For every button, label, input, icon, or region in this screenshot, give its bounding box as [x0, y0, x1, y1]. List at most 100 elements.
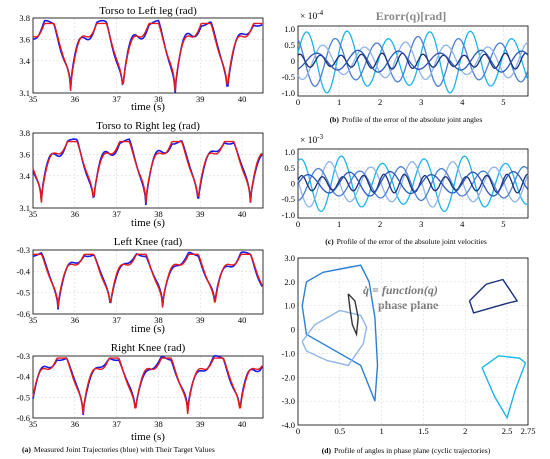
error-series-line [297, 173, 528, 194]
y-tick-label: 3.1 [19, 88, 30, 98]
series-line-target [32, 357, 263, 414]
panel-1-axes: 35 36 37 38 39 40 3.8 3.6 3.4 3.1 [19, 128, 264, 219]
x-tick-label: 2 [463, 426, 467, 436]
error-series-line [297, 30, 529, 94]
x-tick-label: 0.5 [335, 426, 346, 436]
panel-a4-title: Right Knee (rad) [111, 342, 186, 354]
x-tick-label: 35 [29, 209, 38, 219]
series-line-target [32, 22, 263, 91]
x-tick-label: 2 [378, 219, 382, 229]
plot-frame [32, 249, 264, 315]
panel-5-axes: 0 1 2 3 4 5 1.0 0.5 0 -0.5 -1.0 [282, 147, 529, 229]
x-tick-label: 37 [112, 94, 121, 104]
y-tick-label: 3.6 [19, 149, 30, 159]
error-series-line [297, 52, 529, 70]
x-tick-label: 39 [196, 209, 205, 219]
x-tick-label: 2.5 [502, 426, 513, 436]
x-tick-label: 1 [337, 97, 341, 107]
y-tick-label: -4.0 [282, 420, 295, 430]
x-tick-label: 4 [460, 219, 465, 229]
x-tick-label: 3 [419, 219, 423, 229]
x-tick-label: 40 [238, 419, 247, 429]
y-tick-label: -0.6 [17, 309, 30, 319]
series-line-measured [32, 251, 263, 310]
y-tick-label: 3.8 [19, 128, 30, 138]
y-tick-label: 3.4 [19, 56, 30, 66]
x-tick-label: 4 [460, 97, 465, 107]
y-tick-label: 3.8 [19, 13, 30, 23]
x-tick-label: 1.5 [418, 426, 429, 436]
y-tick-label: 1.0 [284, 24, 295, 34]
x-tick-label: 37 [112, 209, 121, 219]
error-series-line [297, 166, 529, 202]
x-tick-label: 39 [196, 419, 205, 429]
error-series-line [297, 170, 529, 197]
y-tick-label: -1.0 [282, 210, 295, 220]
y-tick-label: 0 [291, 179, 295, 189]
caption-c: (c) Profile of the error of the absolute … [325, 237, 487, 246]
y-tick-label: -0.4 [17, 266, 31, 276]
y-tick-label: 0.5 [284, 40, 295, 50]
y-tick-label: -3.0 [282, 396, 295, 406]
x-tick-label: 5 [501, 219, 505, 229]
y-tick-label: -1.0 [282, 88, 295, 98]
x-tick-label: 0 [296, 219, 300, 229]
phase-trajectory [468, 278, 519, 314]
y-tick-label: -2.0 [282, 372, 295, 382]
caption-a: (a) Measured Joint Trajectories (blue) wi… [22, 445, 215, 454]
y-tick-label: 3.1 [19, 203, 30, 213]
series-line-target [33, 253, 263, 308]
y-tick-label: -0.5 [17, 288, 30, 298]
panel-a3-xlabel: time (s) [131, 323, 165, 335]
x-tick-label: 35 [29, 94, 38, 104]
caption-b: (b) Profile of the error of the absolute … [330, 115, 483, 124]
phase-trajectory [481, 355, 527, 420]
y-tick-label: 0 [291, 56, 295, 66]
x-tick-label: 38 [154, 209, 163, 219]
y-tick-label: -0.4 [17, 372, 31, 382]
caption-d: (d) Profile of angles in phase plane (cyc… [322, 446, 491, 455]
phase-trajectory [301, 309, 368, 367]
panel-a1-xlabel: time (s) [131, 101, 165, 113]
y-tick-label: 3.4 [19, 171, 30, 181]
y-tick-label: 0.5 [284, 163, 295, 173]
x-tick-label: 1 [380, 426, 384, 436]
error-series-line [297, 35, 529, 87]
panel-4-axes: 0 1 2 3 4 5 1.0 0.5 0 -0.5 -1.0 [282, 24, 529, 107]
y-tick-label: 3.6 [19, 34, 30, 44]
y-tick-label: 2.0 [284, 277, 295, 287]
panel-a3-title: Left Knee (rad) [114, 236, 183, 248]
panel-0-axes: 35 36 37 38 39 40 3.8 3.6 3.4 3.1 [19, 13, 264, 104]
y-tick-label: -0.5 [282, 194, 295, 204]
panel-b-title: Erorr(q)[rad] [376, 9, 446, 23]
y-tick-label: 1.0 [284, 301, 295, 311]
panel-a2-title: Torso to Right leg (rad) [96, 120, 200, 132]
x-tick-label: 38 [154, 94, 163, 104]
panel-a4-xlabel: time (s) [131, 431, 165, 443]
x-tick-label: 35 [29, 315, 38, 325]
series-line-measured [32, 138, 263, 206]
x-tick-label: 36 [71, 94, 80, 104]
x-tick-label: 39 [196, 94, 205, 104]
error-series-line [297, 161, 529, 208]
panel-d-annotation-2: phase plane [378, 298, 439, 312]
phase-trajectory [301, 264, 379, 402]
panel-a2-xlabel: time (s) [131, 217, 165, 229]
y-tick-label: -0.5 [17, 392, 30, 402]
y-tick-label: -1.0 [282, 348, 295, 358]
series-line-target [32, 140, 263, 203]
x-tick-label: 5 [501, 97, 505, 107]
plot-frame [297, 257, 529, 426]
y-tick-label: -0.3 [17, 245, 30, 255]
series-line-measured [32, 354, 263, 416]
x-tick-label: 35 [29, 419, 38, 429]
x-tick-label: 38 [154, 315, 163, 325]
panel-d-annotation-1: q̇ = function(q) [363, 283, 438, 297]
x-tick-label: 36 [71, 419, 80, 429]
panel-a1-title: Torso to Left leg (rad) [99, 5, 197, 17]
error-series-line [297, 155, 529, 213]
x-tick-label: 40 [238, 315, 247, 325]
y-tick-label: -0.3 [17, 351, 30, 361]
y-tick-label: 1.0 [284, 147, 295, 157]
